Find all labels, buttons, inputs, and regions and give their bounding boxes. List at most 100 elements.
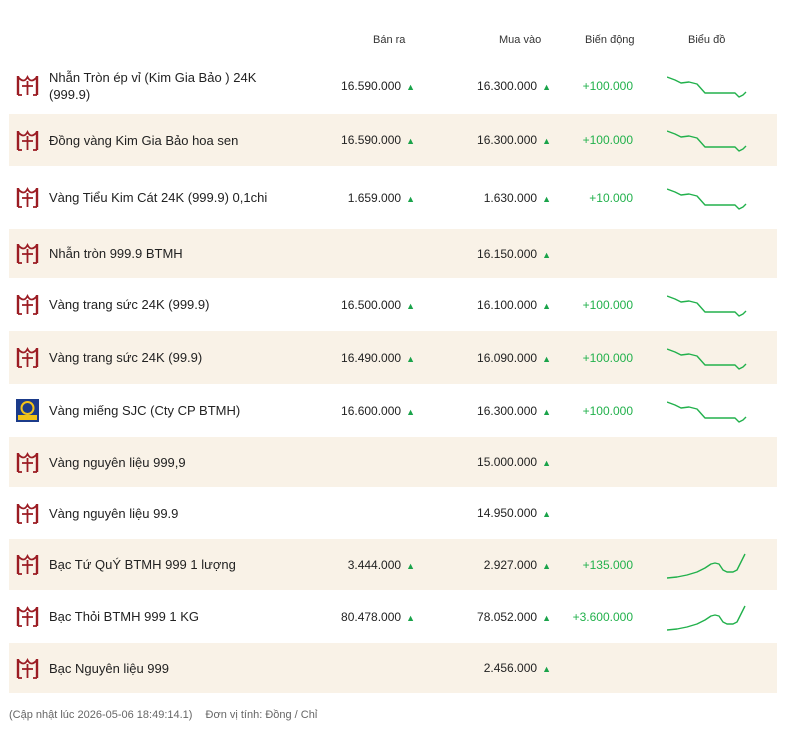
up-arrow-icon: ▲ [542,249,551,260]
trend-sparkline[interactable] [667,290,747,320]
sell-value: 1.659.000 [347,190,402,205]
product-name: Vàng trang sức 24K (99.9) [49,350,203,365]
buy-price: 16.300.000 ▲ [477,133,551,147]
buy-value: 16.300.000 [477,403,538,418]
buy-value: 16.100.000 [477,297,538,312]
btmh-logo-icon [16,293,39,315]
up-arrow-icon: ▲ [406,560,415,571]
btmh-logo-icon [16,242,39,264]
btmh-logo-icon [16,129,39,151]
price-change: +3.600.000 [572,609,633,624]
sell-value: 16.590.000 [341,78,402,93]
up-arrow-icon: ▲ [542,664,551,674]
sell-value: 16.490.000 [341,350,402,365]
btmh-logo-icon [16,346,39,368]
header-change: Biến động [585,34,635,46]
product-name: Vàng nguyên liệu 99.9 [49,505,179,521]
buy-price: 78.052.000 ▲ [477,610,551,624]
sell-price: 3.444.000 ▲ [348,558,415,572]
up-arrow-icon: ▲ [542,193,551,204]
buy-price: 16.100.000 ▲ [477,298,551,312]
btmh-logo-icon [16,74,39,96]
up-arrow-icon: ▲ [406,193,415,204]
table-row: Bạc Tứ QuÝ BTMH 999 1 lượng 3.444.000 ▲ 2.9… [9,539,777,590]
up-arrow-icon: ▲ [406,612,415,623]
trend-sparkline[interactable] [667,183,747,213]
table-row: Đồng vàng Kim Gia Bảo hoa sen 16.590.000 ▲… [9,114,777,166]
buy-value: 16.090.000 [477,350,538,365]
sparkline-path [667,130,747,152]
table-row: Vàng nguyên liệu 99.9 14.950.000 ▲ [9,487,777,539]
product-name: Bạc Thỏi BTMH 999 1 KG [49,609,200,624]
trend-sparkline[interactable] [667,125,747,155]
buy-price: 15.000.000 ▲ [477,455,551,469]
up-arrow-icon: ▲ [406,136,415,146]
sell-value: 3.444.000 [347,557,402,572]
price-change: +100.000 [582,78,633,93]
product-name: Vàng nguyên liệu 999,9 [49,454,186,470]
sell-price: 80.478.000 ▲ [341,610,415,624]
btmh-logo-icon [16,657,39,679]
trend-sparkline[interactable] [667,550,747,580]
product-name: Bạc Nguyên liệu 999 [49,660,169,676]
sell-value: 80.478.000 [341,609,402,624]
header-buy: Mua vào [499,34,542,46]
trend-sparkline[interactable] [667,71,747,101]
buy-value: 78.052.000 [477,609,538,624]
sparkline-path [667,347,747,370]
sparkline-path [667,400,747,423]
price-change: +100.000 [582,403,633,418]
sparkline-path [667,553,746,579]
buy-value: 1.630.000 [483,190,538,205]
price-change: +10.000 [589,190,633,205]
price-change: +100.000 [582,133,633,147]
buy-value: 2.927.000 [483,557,538,572]
sparkline-path [667,294,747,317]
btmh-logo-icon [16,605,39,627]
product-name: Vàng Tiểu Kim Cát 24K (999.9) 0,1chi [49,190,268,205]
buy-value: 16.300.000 [477,133,538,147]
buy-value: 16.300.000 [477,78,538,93]
trend-sparkline[interactable] [667,343,747,373]
buy-value: 15.000.000 [477,455,538,469]
product-name: Đồng vàng Kim Gia Bảo hoa sen [49,132,239,148]
product-name: Vàng miếng SJC (Cty CP BTMH) [49,403,241,418]
sell-price: 16.600.000 ▲ [341,404,415,418]
table-body: Nhẫn Tròn ép vỉ (Kim Gia Bảo ) 24K (999.… [9,57,777,693]
buy-price: 14.950.000 ▲ [477,506,551,520]
btmh-logo-icon [16,451,39,473]
sjc-logo-icon [16,399,39,422]
buy-price: 2.927.000 ▲ [484,558,551,572]
sell-value: 16.600.000 [341,403,402,418]
up-arrow-icon: ▲ [542,81,551,92]
up-arrow-icon: ▲ [542,406,551,417]
trend-sparkline[interactable] [667,396,747,426]
buy-value: 14.950.000 [477,506,538,520]
buy-price: 16.300.000 ▲ [477,404,551,418]
product-name: Nhẫn tròn 999.9 BTMH [49,246,183,261]
table-row: Bạc Thỏi BTMH 999 1 KG 80.478.000 ▲ 78.052.… [9,590,777,643]
buy-value: 2.456.000 [483,661,538,675]
up-arrow-icon: ▲ [542,353,551,364]
table-header: Bán ra Mua vào Biến động Biểu đồ [9,0,777,57]
product-name: Bạc Tứ QuÝ BTMH 999 1 lượng [49,557,236,572]
price-change: +100.000 [582,297,633,312]
up-arrow-icon: ▲ [542,612,551,623]
product-name: Nhẫn Tròn ép vỉ (Kim Gia Bảo ) 24K (999.… [49,69,257,102]
updated-time: (Cập nhật lúc 2026-05-06 18:49:14.1) [9,709,193,721]
sell-price: 16.590.000 ▲ [341,79,415,93]
btmh-logo-icon [16,502,39,524]
price-table: Bán ra Mua vào Biến động Biểu đồ Nhẫn Tr… [9,0,777,693]
btmh-logo-icon [16,553,39,575]
table-row: Vàng trang sức 24K (99.9) 16.490.000 ▲ 16.0… [9,331,777,384]
table-row: Vàng nguyên liệu 999,9 15.000.000 ▲ [9,437,777,487]
price-change: +100.000 [582,350,633,365]
sell-value: 16.500.000 [341,297,402,312]
buy-price: 2.456.000 ▲ [484,661,551,675]
header-sell: Bán ra [373,34,406,46]
footer: (Cập nhật lúc 2026-05-06 18:49:14.1) Đơn… [9,709,317,721]
unit-label: Đơn vị tính: Đồng / Chỉ [205,709,318,721]
trend-sparkline[interactable] [667,602,747,632]
up-arrow-icon: ▲ [406,406,415,417]
header-chart: Biểu đồ [688,34,726,46]
